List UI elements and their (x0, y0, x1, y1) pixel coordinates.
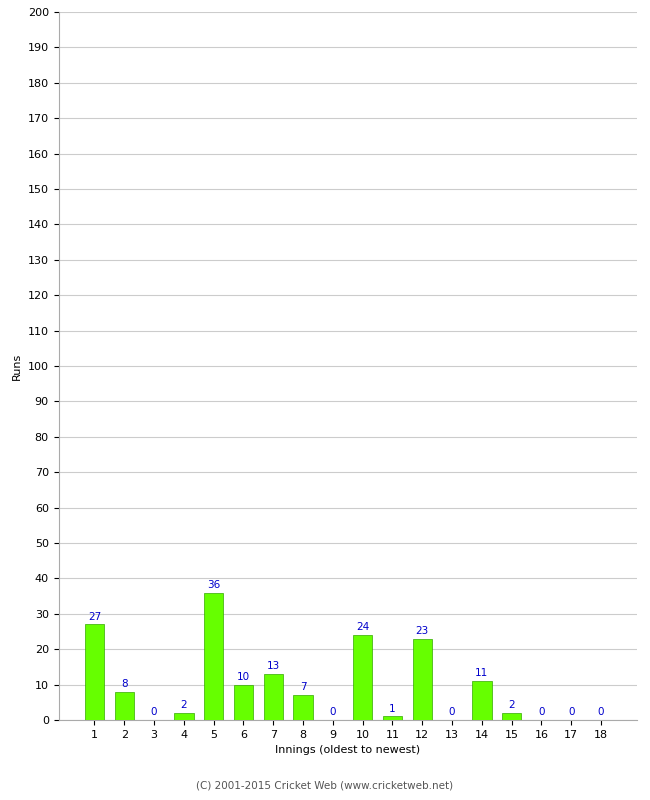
Text: 0: 0 (151, 707, 157, 717)
Bar (234, 685, 253, 720)
Text: 0: 0 (568, 707, 575, 717)
Text: (C) 2001-2015 Cricket Web (www.cricketweb.net): (C) 2001-2015 Cricket Web (www.cricketwe… (196, 781, 454, 790)
Bar (502, 713, 521, 720)
Text: 10: 10 (237, 672, 250, 682)
Text: 27: 27 (88, 611, 101, 622)
Bar (293, 695, 313, 720)
Text: 36: 36 (207, 580, 220, 590)
Text: 23: 23 (415, 626, 429, 636)
Text: 1: 1 (389, 704, 396, 714)
Bar (84, 625, 104, 720)
Text: 2: 2 (181, 700, 187, 710)
Bar (353, 635, 372, 720)
X-axis label: Innings (oldest to newest): Innings (oldest to newest) (275, 746, 421, 755)
Bar (472, 681, 491, 720)
Text: 8: 8 (121, 679, 127, 689)
Bar (114, 692, 134, 720)
Text: 24: 24 (356, 622, 369, 632)
Text: 2: 2 (508, 700, 515, 710)
Text: 13: 13 (266, 661, 280, 671)
Text: 0: 0 (538, 707, 545, 717)
Bar (174, 713, 194, 720)
Text: 11: 11 (475, 668, 488, 678)
Text: 7: 7 (300, 682, 306, 692)
Text: 0: 0 (448, 707, 455, 717)
Bar (383, 717, 402, 720)
Bar (263, 674, 283, 720)
Y-axis label: Runs: Runs (12, 352, 22, 380)
Bar (204, 593, 224, 720)
Bar (413, 638, 432, 720)
Text: 0: 0 (598, 707, 604, 717)
Text: 0: 0 (330, 707, 336, 717)
